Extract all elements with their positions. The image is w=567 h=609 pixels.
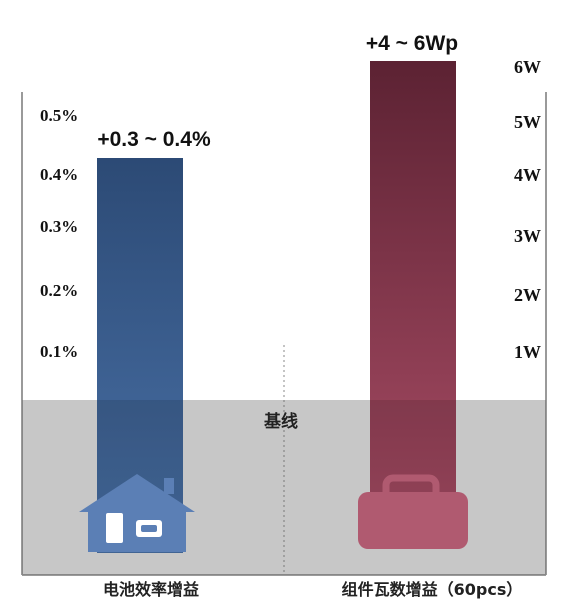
briefcase-icon [358,474,468,549]
left-axis-ticks: 0.1% 0.2% 0.3% 0.4% 0.5% [40,106,78,361]
right-tick-label: 5W [514,112,541,132]
bar-value-label-wattage: +4 ~ 6Wp [366,32,458,55]
baseline-label: 基线 [263,411,298,432]
right-axis-ticks: 1W 2W 3W 4W 5W 6W [514,57,541,362]
bar-value-label-efficiency: +0.3 ~ 0.4% [97,128,211,151]
category-label-wattage: 组件瓦数增益（60pcs） [342,580,523,599]
right-tick-label: 2W [514,285,541,305]
right-tick-label: 6W [514,57,541,77]
left-tick-label: 0.2% [40,281,78,300]
left-tick-label: 0.1% [40,342,78,361]
left-tick-label: 0.5% [40,106,78,125]
bar-module-wattage [370,61,456,500]
left-tick-label: 0.4% [40,165,78,184]
right-tick-label: 3W [514,226,541,246]
right-tick-label: 4W [514,165,541,185]
right-tick-label: 1W [514,342,541,362]
category-label-efficiency: 电池效率增益 [103,580,199,599]
left-tick-label: 0.3% [40,217,78,236]
house-icon [79,474,195,552]
